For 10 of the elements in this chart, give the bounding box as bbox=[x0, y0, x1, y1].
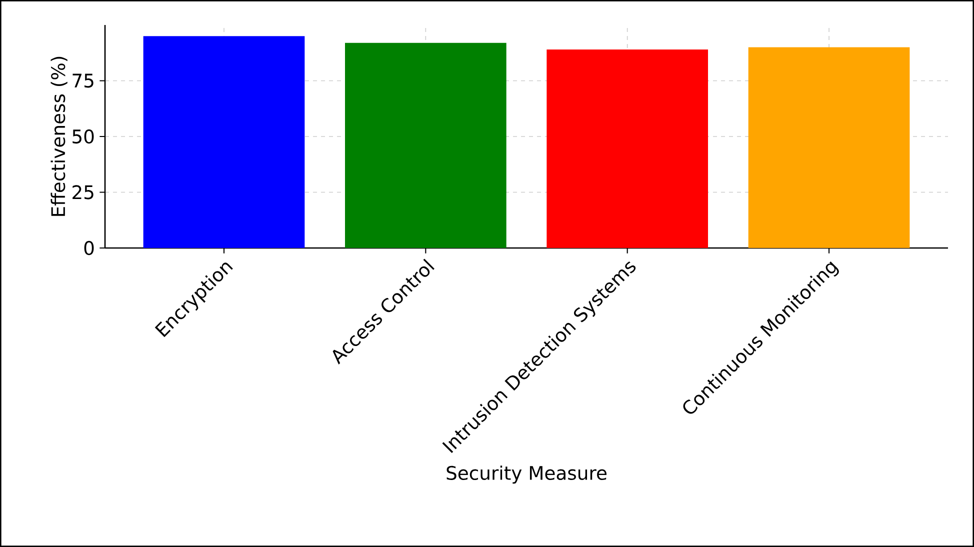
bar bbox=[546, 50, 708, 248]
y-axis-title: Effectiveness (%) bbox=[50, 56, 68, 216]
y-tick-label: 75 bbox=[72, 74, 94, 88]
y-tick-label: 50 bbox=[72, 129, 94, 144]
y-tick-label: 25 bbox=[72, 185, 94, 200]
y-tick-label: 0 bbox=[84, 240, 94, 256]
bar bbox=[143, 36, 305, 248]
x-axis-title: Security Measure bbox=[446, 466, 606, 484]
bar bbox=[748, 47, 910, 248]
bar bbox=[345, 42, 506, 248]
